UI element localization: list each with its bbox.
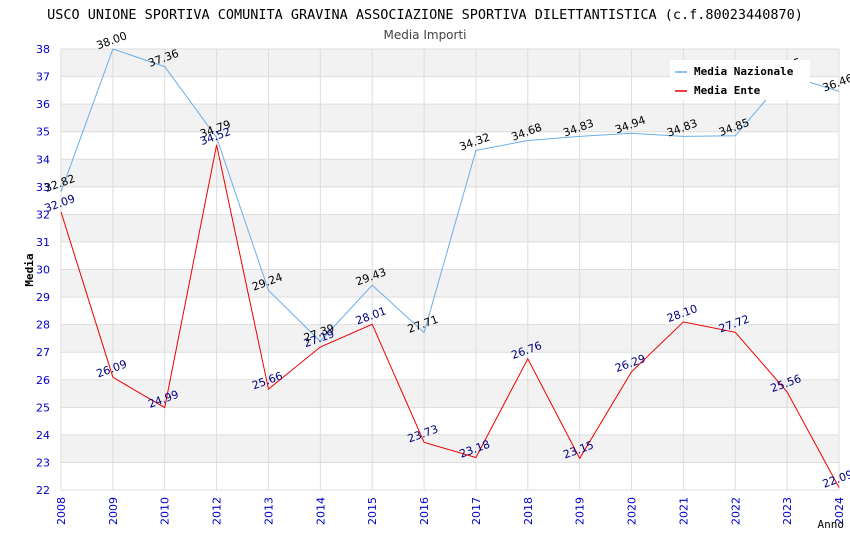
series-line-media-nazionale [60, 48, 840, 343]
x-tick-label: 2022 [729, 497, 742, 525]
x-tick-label: 2008 [55, 497, 68, 525]
x-tick-label: 2014 [314, 497, 327, 525]
background-band [61, 214, 839, 242]
y-tick-label: 23 [36, 456, 50, 469]
data-label: 34.32 [458, 131, 492, 154]
chart-title: USCO UNIONE SPORTIVA COMUNITA GRAVINA AS… [47, 7, 803, 23]
legend-label-media-ente: Media Ente [694, 84, 761, 97]
background-band [61, 324, 839, 353]
y-tick-label: 36 [36, 98, 50, 111]
x-tick-label: 2017 [470, 497, 483, 525]
x-tick-label: 2016 [418, 497, 431, 525]
y-tick-label: 35 [36, 126, 50, 139]
y-tick-label: 22 [36, 484, 50, 497]
legend-box [670, 60, 810, 100]
data-label: 28.10 [665, 302, 699, 325]
x-tick-label: 2013 [262, 497, 275, 525]
y-axis-ticks: 22 23 24 25 26 27 28 29 30 31 32 33 34 35 36 37 38 [36, 43, 50, 497]
y-tick-label: 34 [36, 153, 50, 166]
y-tick-label: 27 [36, 346, 50, 359]
y-tick-label: 26 [36, 374, 50, 387]
x-tick-label: 2019 [574, 497, 587, 525]
x-tick-label: 2015 [366, 497, 379, 525]
y-tick-label: 38 [36, 43, 50, 56]
legend-label-media-nazionale: Media Nazionale [694, 65, 794, 78]
y-tick-label: 31 [36, 236, 50, 249]
data-label: 26.29 [613, 352, 647, 375]
y-tick-label: 30 [36, 264, 50, 277]
data-label: 32.09 [43, 192, 77, 215]
gridlines [60, 48, 840, 491]
x-tick-label: 2023 [781, 497, 794, 525]
x-axis-ticks: 2008 2009 2010 2012 2013 2014 2015 2016 2017 2018… [55, 497, 846, 525]
background-band [61, 434, 839, 463]
background-bands [61, 49, 839, 463]
y-axis-label: Media [23, 253, 36, 286]
y-tick-label: 32 [36, 208, 50, 221]
y-tick-label: 37 [36, 71, 50, 84]
x-tick-label: 2018 [522, 497, 535, 525]
data-label: 28.01 [354, 305, 388, 328]
legend: Media Nazionale Media Ente [670, 60, 810, 100]
background-band [61, 379, 839, 408]
x-tick-label: 2009 [107, 497, 120, 525]
background-band [61, 104, 839, 132]
background-band [61, 269, 839, 298]
series-lines [60, 48, 840, 488]
x-tick-label: 2021 [677, 497, 690, 525]
x-axis-label: Anno [818, 518, 845, 531]
x-tick-label: 2012 [211, 497, 224, 525]
y-tick-label: 28 [36, 319, 50, 332]
x-tick-label: 2010 [159, 497, 172, 525]
chart-subtitle: Media Importi [383, 28, 466, 42]
y-tick-label: 29 [36, 291, 50, 304]
series-line-media-ente [60, 144, 840, 488]
data-label: 26.09 [95, 358, 129, 381]
data-label: 22.09 [821, 468, 850, 491]
background-band [61, 159, 839, 187]
y-tick-label: 33 [36, 181, 50, 194]
x-tick-label: 2020 [626, 497, 639, 525]
x-tick-label: 2024 [833, 497, 846, 525]
y-tick-label: 24 [36, 429, 50, 442]
y-tick-label: 25 [36, 401, 50, 414]
